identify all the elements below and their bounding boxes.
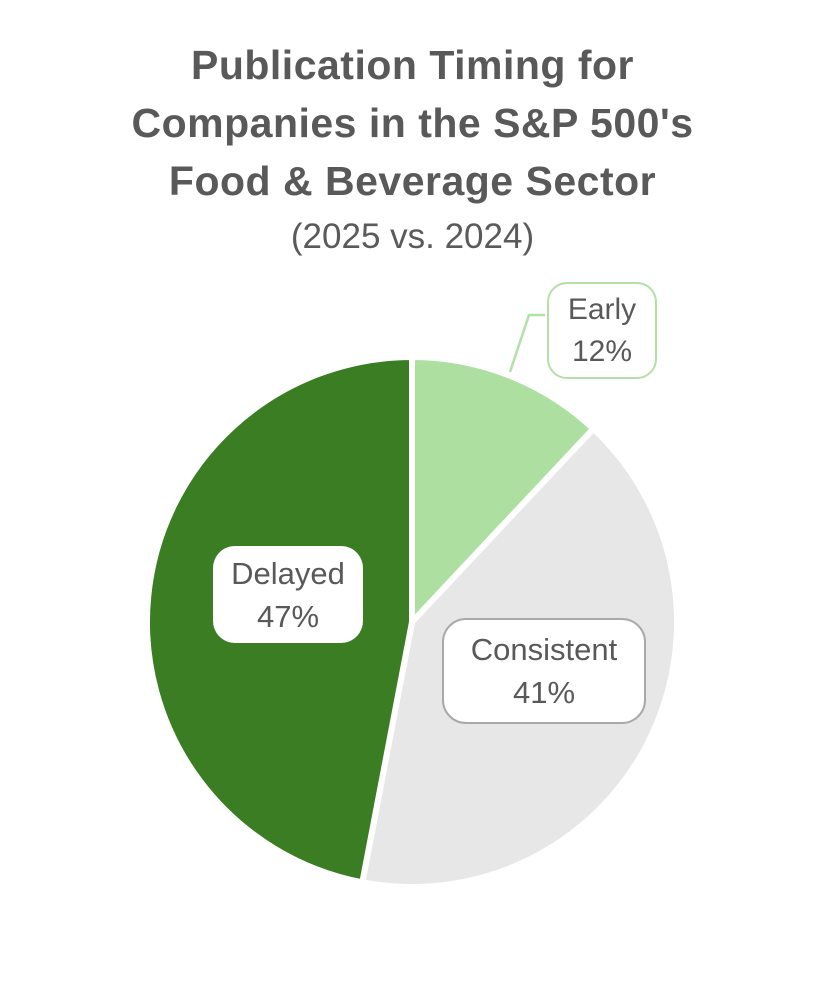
callout-early-value: 12% bbox=[571, 334, 633, 368]
pie-slice-early bbox=[409, 354, 597, 625]
callout-early-label: Early bbox=[567, 292, 637, 326]
callout-consistent-value: 41% bbox=[512, 675, 576, 710]
chart-subtitle: (2025 vs. 2024) bbox=[290, 217, 535, 256]
chart-title-line-3: Food & Beverage Sector bbox=[168, 158, 657, 204]
callout-delayed-value: 47% bbox=[256, 598, 320, 634]
chart-title-line-2: Companies in the S&P 500's bbox=[131, 100, 694, 146]
early-leader-line bbox=[508, 313, 545, 373]
callout-early: Early 12% bbox=[547, 282, 657, 379]
chart-title-line-1: Publication Timing for bbox=[190, 42, 635, 88]
callout-consistent-label: Consistent bbox=[470, 632, 618, 667]
callout-delayed: Delayed 47% bbox=[213, 546, 363, 643]
chart-title-block: Publication Timing for Companies in the … bbox=[0, 36, 825, 264]
callout-consistent: Consistent 41% bbox=[442, 618, 646, 724]
callout-delayed-label: Delayed bbox=[231, 555, 345, 591]
